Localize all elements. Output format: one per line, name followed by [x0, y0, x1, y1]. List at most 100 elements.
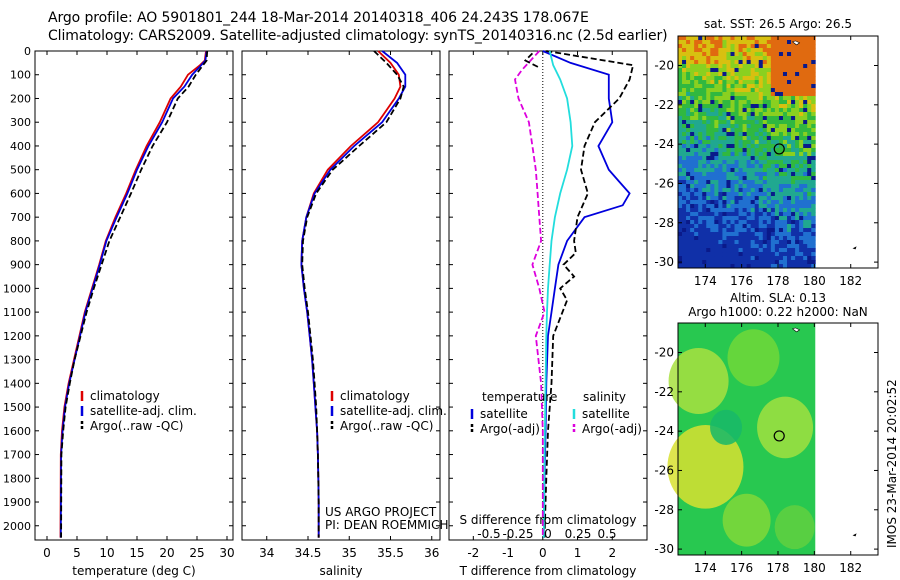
heatmap-cell [730, 84, 735, 89]
heatmap-cell [750, 252, 756, 257]
heatmap-cell [770, 208, 776, 213]
heatmap-cell [726, 64, 731, 69]
heatmap-cell [750, 260, 756, 265]
heatmap-cell [738, 244, 743, 249]
heatmap-cell [750, 144, 756, 149]
heatmap-cell [799, 148, 804, 153]
heatmap-cell [758, 164, 764, 169]
heatmap-cell [690, 144, 695, 149]
heatmap-cell [726, 104, 731, 109]
heatmap-cell [702, 80, 707, 85]
heatmap-cell [706, 160, 711, 165]
heatmap-cell [795, 156, 800, 161]
heatmap-cell [795, 112, 800, 117]
heatmap-cell [787, 60, 792, 65]
heatmap-cell [714, 40, 719, 45]
heatmap-cell [694, 140, 699, 145]
heatmap-cell [738, 264, 743, 269]
heatmap-cell [722, 80, 727, 85]
heatmap-cell [734, 216, 739, 221]
heatmap-cell [774, 208, 780, 213]
heatmap-cell [770, 220, 776, 225]
heatmap-cell [702, 40, 707, 45]
heatmap-cell [750, 48, 756, 53]
sst-map-title: sat. SST: 26.5 Argo: 26.5 [704, 17, 852, 31]
heatmap-cell [754, 176, 760, 181]
heatmap-cell [738, 160, 743, 165]
heatmap-cell [774, 52, 780, 57]
heatmap-cell [782, 88, 788, 93]
heatmap-cell [706, 52, 711, 57]
heatmap-cell [791, 92, 796, 97]
heatmap-cell [746, 132, 752, 137]
heatmap-cell [690, 224, 695, 229]
heatmap-cell [694, 148, 699, 153]
heatmap-cell [799, 136, 804, 141]
heatmap-cell [678, 228, 683, 233]
heatmap-cell [726, 176, 731, 181]
heatmap-cell [698, 60, 703, 65]
heatmap-cell [730, 232, 735, 237]
heatmap-cell [795, 148, 800, 153]
heatmap-cell [678, 92, 683, 97]
heatmap-cell [710, 156, 715, 161]
heatmap-cell [782, 84, 788, 89]
heatmap-cell [803, 120, 808, 125]
heatmap-cell [811, 212, 816, 217]
heatmap-cell [746, 124, 752, 129]
heatmap-cell [702, 212, 707, 217]
heatmap-cell [706, 252, 711, 257]
heatmap-cell [750, 92, 756, 97]
heatmap-cell [698, 132, 703, 137]
heatmap-cell [778, 168, 784, 173]
y-tick-label: 200 [10, 92, 31, 105]
heatmap-cell [758, 160, 764, 165]
heatmap-cell [678, 108, 683, 113]
heatmap-cell [750, 80, 756, 85]
x-tick-label: 178 [767, 274, 790, 288]
heatmap-cell [682, 228, 687, 233]
heatmap-cell [803, 160, 808, 165]
heatmap-cell [722, 228, 727, 233]
heatmap-cell [811, 240, 816, 245]
heatmap-cell [803, 88, 808, 93]
heatmap-cell [706, 188, 711, 193]
heatmap-cell [718, 36, 723, 41]
heatmap-cell [774, 180, 780, 185]
heatmap-cell [770, 112, 776, 117]
heatmap-cell [694, 92, 699, 97]
heatmap-cell [738, 196, 743, 201]
heatmap-cell [718, 64, 723, 69]
heatmap-cell [726, 148, 731, 153]
y-tick-label: -22 [654, 98, 674, 112]
heatmap-cell [694, 164, 699, 169]
heatmap-cell [766, 60, 772, 65]
heatmap-cell [714, 120, 719, 125]
heatmap-cell [791, 200, 796, 205]
heatmap-cell [690, 208, 695, 213]
heatmap-cell [718, 260, 723, 265]
heatmap-cell [726, 236, 731, 241]
heatmap-cell [766, 232, 772, 237]
heatmap-cell [722, 232, 727, 237]
heatmap-cell [750, 248, 756, 253]
heatmap-cell [770, 184, 776, 189]
heatmap-cell [698, 180, 703, 185]
heatmap-cell [791, 76, 796, 81]
heatmap-cell [746, 232, 752, 237]
heatmap-cell [807, 76, 812, 81]
heatmap-cell [702, 56, 707, 61]
heatmap-cell [795, 124, 800, 129]
heatmap-cell [770, 248, 776, 253]
heatmap-cell [734, 76, 739, 81]
heatmap-cell [734, 72, 739, 77]
heatmap-cell [795, 248, 800, 253]
heatmap-cell [682, 128, 687, 133]
heatmap-cell [702, 108, 707, 113]
heatmap-cell [710, 256, 715, 261]
sla-blob [757, 396, 814, 459]
heatmap-cell [742, 208, 748, 213]
heatmap-cell [750, 264, 756, 269]
heatmap-cell [750, 180, 756, 185]
heatmap-cell [758, 208, 764, 213]
